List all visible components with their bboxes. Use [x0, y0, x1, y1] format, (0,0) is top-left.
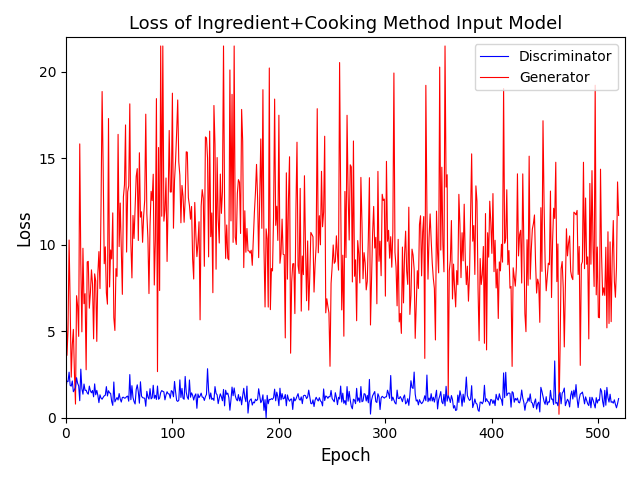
Legend: Discriminator, Generator: Discriminator, Generator [474, 44, 618, 90]
Discriminator [62, 385, 70, 391]
Generator [128, 275, 136, 281]
Discriminator [615, 396, 623, 401]
Generator [555, 411, 563, 417]
Generator [503, 187, 511, 192]
X-axis label: Epoch: Epoch [320, 447, 371, 465]
Discriminator [262, 415, 270, 420]
Discriminator [503, 393, 511, 398]
Generator [213, 155, 221, 160]
Line: Discriminator: Discriminator [66, 361, 619, 418]
Generator [157, 43, 164, 49]
Discriminator [551, 358, 559, 364]
Generator [552, 159, 559, 165]
Discriminator [128, 383, 136, 389]
Discriminator [212, 391, 220, 396]
Generator [615, 213, 623, 218]
Generator [495, 259, 503, 265]
Title: Loss of Ingredient+Cooking Method Input Model: Loss of Ingredient+Cooking Method Input … [129, 15, 562, 33]
Generator [62, 271, 70, 277]
Generator [77, 261, 84, 266]
Discriminator [77, 366, 84, 372]
Discriminator [553, 400, 561, 406]
Y-axis label: Loss: Loss [15, 209, 33, 246]
Discriminator [495, 391, 503, 396]
Line: Generator: Generator [66, 46, 619, 414]
